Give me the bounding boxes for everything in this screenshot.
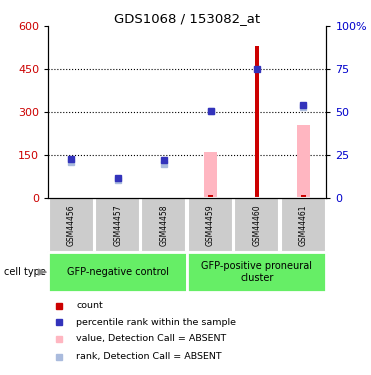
FancyBboxPatch shape [95,198,140,252]
FancyBboxPatch shape [48,252,187,292]
FancyBboxPatch shape [188,198,233,252]
Bar [301,195,306,198]
Text: GFP-negative control: GFP-negative control [67,267,169,277]
Text: GSM44457: GSM44457 [113,204,122,246]
Bar [255,46,259,198]
Bar [204,152,217,198]
Text: GSM44456: GSM44456 [67,204,76,246]
Title: GDS1068 / 153082_at: GDS1068 / 153082_at [114,12,260,25]
Bar [297,125,310,198]
FancyBboxPatch shape [187,252,326,292]
Bar [69,197,74,198]
FancyBboxPatch shape [141,198,187,252]
Text: GSM44460: GSM44460 [252,204,262,246]
Text: GSM44458: GSM44458 [160,204,169,246]
Text: GFP-positive proneural
cluster: GFP-positive proneural cluster [201,261,312,283]
Bar [115,197,120,198]
FancyBboxPatch shape [280,198,326,252]
Text: rank, Detection Call = ABSENT: rank, Detection Call = ABSENT [76,352,222,362]
FancyBboxPatch shape [49,198,94,252]
Text: GSM44461: GSM44461 [299,204,308,246]
Text: count: count [76,301,103,310]
Text: value, Detection Call = ABSENT: value, Detection Call = ABSENT [76,334,226,344]
Text: cell type: cell type [4,267,46,277]
Bar [208,195,213,198]
Text: GSM44459: GSM44459 [206,204,215,246]
Text: percentile rank within the sample: percentile rank within the sample [76,318,236,327]
Bar [162,197,167,198]
FancyBboxPatch shape [234,198,279,252]
